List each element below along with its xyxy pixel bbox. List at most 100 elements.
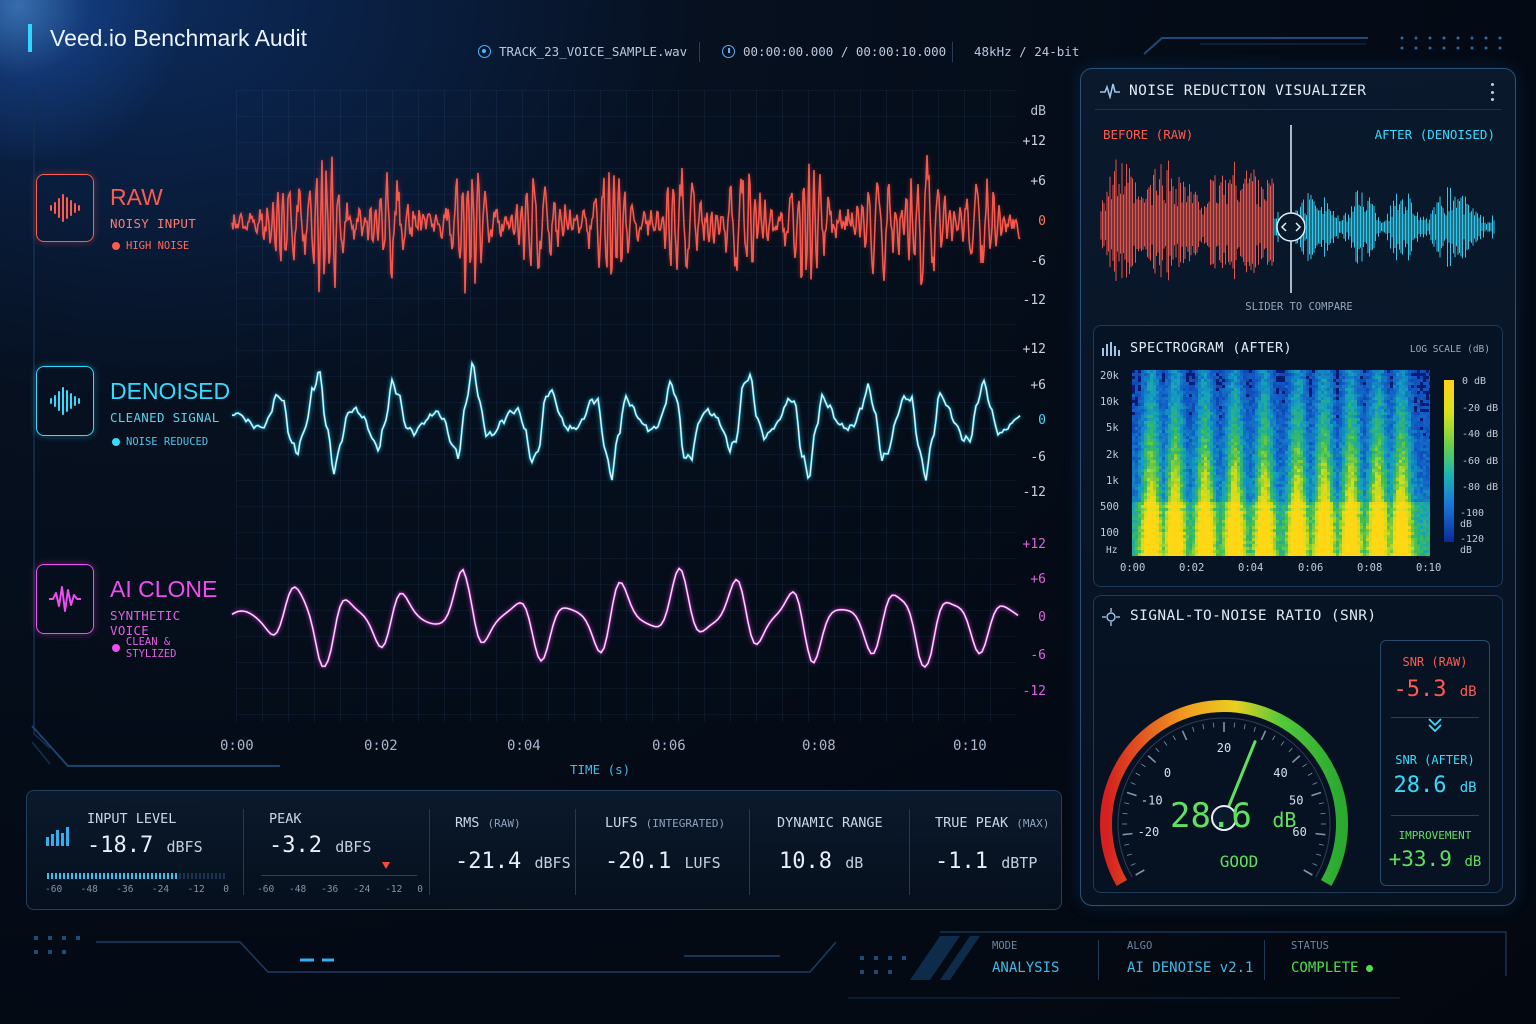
spectrogram-cell — [1171, 373, 1174, 376]
spectrogram-cell — [1315, 379, 1318, 382]
spectrogram-cell — [1168, 406, 1171, 409]
before-after-compare[interactable] — [1099, 125, 1499, 305]
spectrogram-cell — [1264, 370, 1267, 373]
spectrogram-cell — [1297, 481, 1300, 484]
spectrogram-cell — [1162, 406, 1165, 409]
spectrogram-cell — [1345, 547, 1348, 550]
spectrogram-cell — [1162, 442, 1165, 445]
spectrogram-cell — [1285, 526, 1288, 529]
spectrogram-cell — [1195, 427, 1198, 430]
spectrogram-cell — [1297, 532, 1300, 535]
spectrogram-cell — [1255, 391, 1258, 394]
spectrogram-cell — [1210, 412, 1213, 415]
spectrogram-cell — [1156, 427, 1159, 430]
spectrogram-cell — [1156, 544, 1159, 547]
spectrogram-cell — [1186, 430, 1189, 433]
spectrogram-cell — [1330, 517, 1333, 520]
spectrogram-cell — [1234, 541, 1237, 544]
track-label-ai-clone[interactable]: AI CLONE SYNTHETIC VOICE CLEAN & STYLIZE… — [36, 564, 226, 660]
spectrogram-cell — [1297, 544, 1300, 547]
spectrogram-cell — [1174, 424, 1177, 427]
spectrogram-cell — [1345, 553, 1348, 556]
spectrogram-cell — [1180, 433, 1183, 436]
spectrogram-cell — [1327, 469, 1330, 472]
spectrogram-cell — [1261, 418, 1264, 421]
spectrogram-cell — [1309, 520, 1312, 523]
spectrogram-cell — [1249, 397, 1252, 400]
spectrogram-cell — [1213, 478, 1216, 481]
spectrogram-cell — [1204, 436, 1207, 439]
spectrogram-cell — [1156, 487, 1159, 490]
spectrogram-cell — [1294, 409, 1297, 412]
spectrogram-cell — [1150, 436, 1153, 439]
spectrogram-cell — [1177, 370, 1180, 373]
spectrogram-cell — [1297, 499, 1300, 502]
spectrogram-cell — [1132, 418, 1135, 421]
spectrogram-cell — [1246, 400, 1249, 403]
spectrogram-cell — [1294, 535, 1297, 538]
spectrogram-cell — [1189, 418, 1192, 421]
track-subtitle: CLEANED SIGNAL — [110, 410, 220, 425]
spectrogram-cell — [1261, 445, 1264, 448]
spectrogram-cell — [1273, 553, 1276, 556]
spectrogram-cell — [1180, 532, 1183, 535]
spectrogram-cell — [1279, 478, 1282, 481]
spectrogram-cell — [1267, 427, 1270, 430]
spectrogram-cell — [1174, 391, 1177, 394]
spectrogram-cell — [1285, 520, 1288, 523]
spectrogram-cell — [1246, 472, 1249, 475]
spectrogram-cell — [1345, 424, 1348, 427]
spectrogram-cell — [1156, 538, 1159, 541]
waveform-area[interactable] — [228, 90, 1028, 730]
spectrogram-cell — [1207, 508, 1210, 511]
spectrogram-cell — [1252, 397, 1255, 400]
spectrogram-cell — [1279, 490, 1282, 493]
spectrogram-cell — [1183, 550, 1186, 553]
spectrogram-cell — [1207, 520, 1210, 523]
spectrogram-cell — [1138, 529, 1141, 532]
spectrogram-cell — [1138, 514, 1141, 517]
spectrogram-cell — [1171, 391, 1174, 394]
track-label-raw[interactable]: RAW NOISY INPUT HIGH NOISE — [36, 174, 226, 264]
spectrogram-cell — [1327, 418, 1330, 421]
spectrogram-cell — [1363, 535, 1366, 538]
spectrogram-cell — [1264, 502, 1267, 505]
spectrogram-cell — [1198, 442, 1201, 445]
spectrogram-cell — [1225, 436, 1228, 439]
spectrogram-cell — [1219, 496, 1222, 499]
spectrogram-cell — [1294, 376, 1297, 379]
spectrogram-cell — [1177, 382, 1180, 385]
spectrogram-cell — [1306, 427, 1309, 430]
spectrogram-cell — [1210, 409, 1213, 412]
spectrogram-cell — [1357, 526, 1360, 529]
compare-slider-handle[interactable] — [1276, 212, 1306, 242]
spectrogram-cell — [1351, 403, 1354, 406]
spectrogram-cell — [1348, 466, 1351, 469]
file-info[interactable]: TRACK_23_VOICE_SAMPLE.wav — [478, 44, 687, 59]
spectrogram-cell — [1291, 532, 1294, 535]
spectrogram-cell — [1234, 493, 1237, 496]
spectrogram-cell — [1324, 508, 1327, 511]
spectrogram-cell — [1282, 547, 1285, 550]
spectrogram-cell — [1174, 544, 1177, 547]
spectrogram-cell — [1195, 400, 1198, 403]
spectrogram-cell — [1345, 454, 1348, 457]
spectrogram-cell — [1228, 472, 1231, 475]
spectrogram-cell — [1321, 538, 1324, 541]
db-tick: 0 — [1038, 413, 1046, 428]
more-vertical-icon[interactable] — [1491, 83, 1497, 101]
spectrogram-cell — [1288, 547, 1291, 550]
spectrogram-cell — [1240, 529, 1243, 532]
spectrogram-cell — [1294, 445, 1297, 448]
spectrogram-cell — [1282, 529, 1285, 532]
spectrogram-cell — [1135, 430, 1138, 433]
spectrogram-cell — [1162, 544, 1165, 547]
spectrogram-cell — [1258, 451, 1261, 454]
spectrogram-cell — [1312, 472, 1315, 475]
track-label-denoised[interactable]: DENOISED CLEANED SIGNAL NOISE REDUCED — [36, 366, 230, 456]
db-tick: -12 — [1022, 293, 1046, 308]
spectrogram-cell — [1330, 448, 1333, 451]
spectrogram-cell — [1276, 421, 1279, 424]
spectrogram-cell — [1354, 436, 1357, 439]
spectrogram-cell — [1303, 430, 1306, 433]
